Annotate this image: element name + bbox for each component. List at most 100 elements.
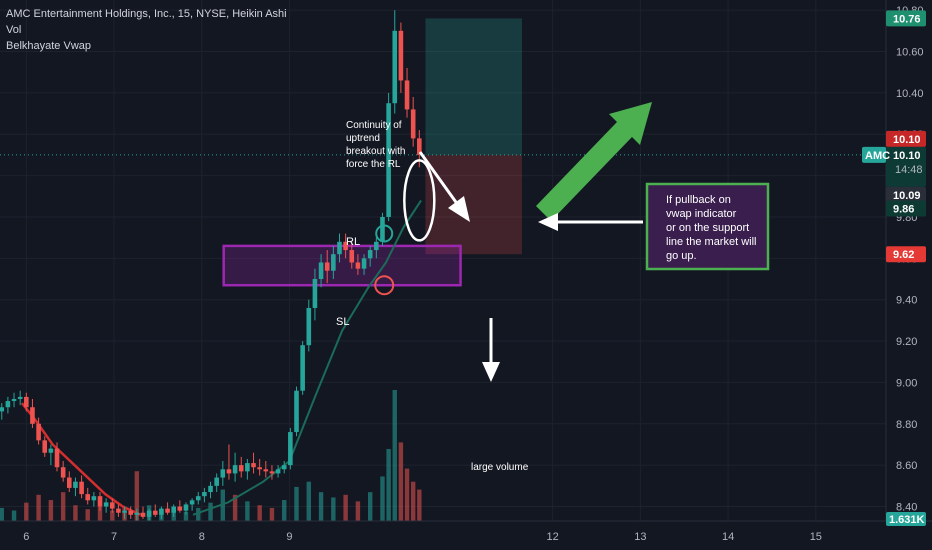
- volume-bar: [11, 510, 17, 521]
- price-axis-tick: 9.20: [896, 336, 917, 348]
- volume-bar: [208, 502, 213, 521]
- candle-body: [24, 396, 29, 408]
- red-trend-line: [20, 402, 141, 516]
- volume-bar: [183, 511, 189, 521]
- up-arrow: [536, 102, 652, 221]
- legend-vwap-indicator[interactable]: Belkhayate Vwap: [6, 40, 91, 52]
- candle-body: [343, 241, 348, 251]
- volume-bar: [355, 501, 361, 521]
- price-axis-bg: [886, 0, 932, 550]
- candle-body: [152, 510, 158, 515]
- candle-body: [208, 485, 213, 493]
- candle-body: [189, 500, 195, 505]
- candle-body: [91, 496, 97, 501]
- candle-body: [54, 448, 60, 468]
- note-box: [645, 182, 770, 271]
- candle-body: [214, 477, 219, 486]
- candle-body: [177, 506, 183, 511]
- candle-body: [11, 398, 17, 402]
- price-axis-tick: 9.40: [896, 295, 917, 307]
- price-axis-tick: 8.40: [896, 502, 917, 514]
- price-tag-vwap-bg: [886, 200, 926, 217]
- volume-bar: [294, 486, 299, 521]
- rl-label: RL: [346, 236, 360, 248]
- candle-body: [42, 440, 48, 453]
- candle-body: [306, 307, 312, 346]
- time-axis-tick: 13: [634, 531, 646, 543]
- candle-body: [355, 262, 361, 269]
- candle-body: [392, 30, 398, 104]
- note-text-line: or on the support: [666, 222, 749, 234]
- candle-body: [48, 448, 54, 453]
- candle-body: [337, 241, 342, 255]
- sl-arrow-head: [482, 362, 500, 382]
- time-axis-tick: 9: [286, 531, 292, 543]
- price-tag-stop: 9.62: [893, 249, 914, 261]
- price-tag-countdown-bg: [886, 146, 926, 187]
- price-tag-volume: 1.631K: [889, 514, 925, 526]
- candle-body: [232, 465, 238, 474]
- volume-bar: [410, 481, 416, 521]
- candle-body: [380, 216, 385, 242]
- time-axis-tick: 14: [722, 531, 734, 543]
- time-axis-tick: 15: [810, 531, 822, 543]
- candle-body: [294, 390, 299, 433]
- price-tag-target-bg: [886, 10, 926, 27]
- volume-bar: [417, 489, 422, 521]
- volume-bar: [306, 481, 311, 521]
- volume-bar: [85, 509, 90, 521]
- candle-body: [398, 30, 404, 81]
- time-axis-tick: 7: [111, 531, 117, 543]
- stop-zone: [425, 154, 522, 255]
- volume-bar: [404, 468, 410, 521]
- candle-body: [300, 345, 305, 391]
- price-tag-vwap: 9.86: [893, 204, 914, 216]
- volume-bar: [232, 494, 238, 521]
- volume-bar: [134, 471, 140, 521]
- pullback-ellipse: [403, 159, 436, 242]
- candle-body: [134, 512, 140, 515]
- volume-bar: [282, 500, 287, 521]
- time-axis-tick: 6: [23, 531, 29, 543]
- candle-body: [0, 407, 5, 412]
- symbol-label-bg: [862, 146, 886, 163]
- candle-body: [374, 241, 379, 251]
- volume-bar: [318, 492, 324, 521]
- note-text-line: vwap indicator: [666, 208, 737, 220]
- candle-body: [165, 508, 170, 513]
- volume-bar: [97, 506, 103, 521]
- volume-bar: [24, 502, 29, 521]
- candle-body: [263, 469, 269, 472]
- price-axis-tick: 8.60: [896, 460, 917, 472]
- candle-body: [171, 506, 176, 513]
- candle-body: [97, 496, 103, 507]
- legend-volume-indicator[interactable]: Vol: [6, 24, 22, 36]
- candle-body: [331, 254, 336, 271]
- price-axis-tick: 10.60: [896, 47, 924, 59]
- candle-body: [226, 469, 232, 474]
- vwap-line: [192, 199, 422, 516]
- volume-bar: [110, 510, 115, 521]
- candle-body: [281, 465, 287, 470]
- candle-body: [140, 512, 146, 517]
- price-axis-tick: 9.00: [896, 377, 917, 389]
- volume-bar: [257, 505, 262, 521]
- legend-symbol[interactable]: AMC Entertainment Holdings, Inc., 15, NY…: [6, 8, 287, 20]
- candle-body: [195, 496, 201, 501]
- chart-legend: AMC Entertainment Holdings, Inc., 15, NY…: [6, 6, 287, 54]
- volume-bar: [343, 494, 348, 521]
- continuity-text-line: breakout with: [346, 146, 405, 157]
- candle-body: [349, 250, 355, 263]
- volume-bar: [398, 442, 404, 521]
- candle-body: [17, 396, 23, 399]
- time-axis-bg: [0, 521, 932, 550]
- symbol-label: AMC: [865, 150, 890, 162]
- price-tag-bid: 10.09: [893, 190, 921, 202]
- candle-body: [404, 80, 410, 110]
- candle-body: [30, 407, 35, 424]
- sl-circle: [374, 275, 395, 296]
- time-axis-tick: 12: [547, 531, 559, 543]
- candle-body: [361, 258, 367, 269]
